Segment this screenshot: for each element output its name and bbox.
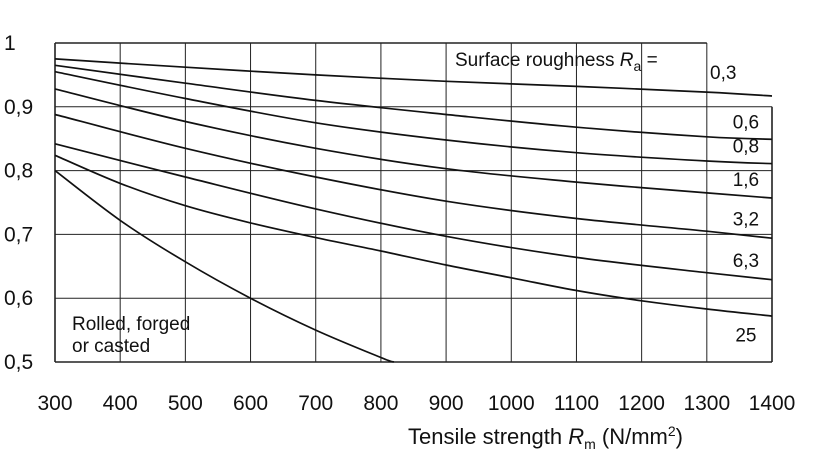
x-tick-label: 400 [103, 392, 138, 415]
x-tick-label: 500 [168, 392, 203, 415]
series-line-7 [54, 169, 395, 363]
series-line-4 [54, 113, 773, 240]
series-label: 0,8 [733, 137, 759, 158]
series-label: 1,6 [733, 170, 759, 191]
y-tick-label: 1 [4, 32, 16, 55]
series-label: 0,3 [710, 63, 736, 84]
x-tick-label: 600 [233, 392, 268, 415]
x-tick-label: 1400 [749, 392, 796, 415]
series-label: 25 [735, 325, 756, 346]
x-tick-label: 300 [37, 392, 72, 415]
series-line-2 [54, 70, 773, 165]
y-tick-label: 0,9 [4, 96, 33, 119]
x-tick-label: 800 [363, 392, 398, 415]
legend-title: Surface roughness Ra = [455, 50, 658, 74]
x-tick-label: 900 [429, 392, 464, 415]
y-tick-label: 0,8 [4, 160, 33, 183]
y-tick-label: 0,5 [4, 351, 33, 374]
series-label: 0,6 [733, 112, 759, 133]
series-line-3 [54, 88, 773, 199]
series-labels: 0,3 0,6 0,8 1,6 3,2 6,3 25 [710, 63, 759, 346]
x-tick-label: 1000 [488, 392, 535, 415]
series-label: 6,3 [733, 251, 759, 272]
series-line-0 [54, 58, 773, 97]
annotation-line-1: Rolled, forged [72, 314, 190, 335]
x-axis-label: Tensile strength Rm (N/mm2) [408, 423, 683, 452]
y-tick-label: 0,7 [4, 223, 33, 246]
annotation-line-2: or casted [72, 336, 150, 357]
series-lines [54, 58, 773, 363]
y-tick-label: 0,6 [4, 287, 33, 310]
x-tick-label: 1300 [683, 392, 730, 415]
grid-lines [54, 42, 773, 363]
series-label: 3,2 [733, 209, 759, 230]
series-line-6 [54, 154, 773, 317]
x-tick-label: 1200 [618, 392, 665, 415]
x-tick-label: 1100 [554, 392, 599, 415]
series-line-1 [54, 64, 773, 141]
x-tick-label: 700 [298, 392, 333, 415]
series-line-5 [54, 142, 773, 281]
tick-labels: 300 400 500 600 700 800 900 1000 1100 1200 1300 140… [4, 32, 795, 415]
